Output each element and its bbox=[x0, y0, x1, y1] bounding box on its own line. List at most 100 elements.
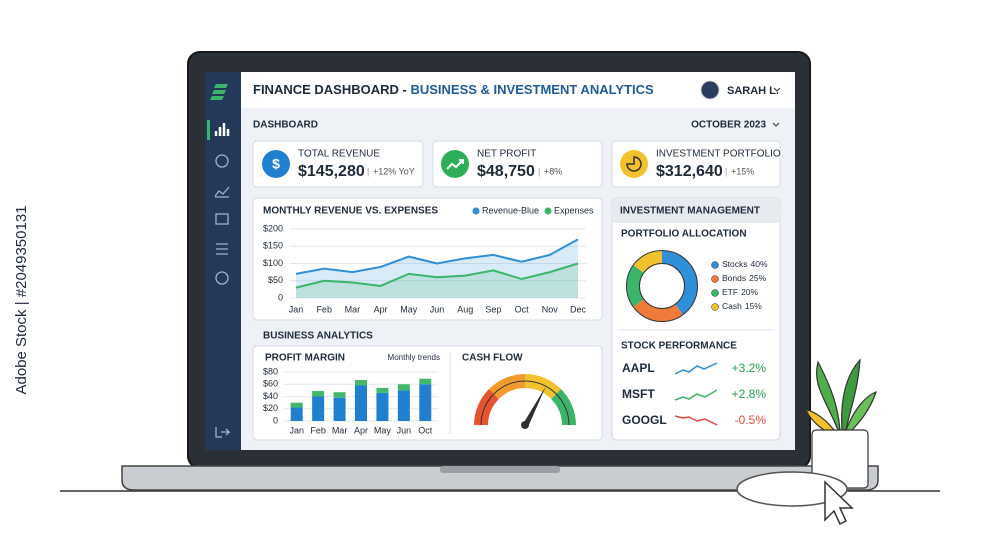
legend-swatch bbox=[544, 207, 552, 215]
bar bbox=[333, 392, 346, 398]
nav-icon bbox=[214, 123, 230, 136]
gauge-needle bbox=[523, 386, 546, 427]
bar bbox=[333, 397, 346, 421]
kpi-cards bbox=[252, 140, 781, 188]
x-tick-label: Oct bbox=[515, 304, 530, 314]
y-tick-label: $80 bbox=[263, 366, 278, 376]
kpi-changes: | +12% YoY | +8% | +15% bbox=[367, 166, 754, 176]
bar bbox=[312, 396, 325, 421]
stock-change: -0.5% bbox=[735, 413, 767, 427]
laptop-base bbox=[121, 465, 879, 491]
nav-icons bbox=[214, 154, 231, 438]
plant bbox=[805, 358, 877, 489]
stocks: AAPL +3.2% MSFT +2.8% GOOGL -0.5% bbox=[622, 361, 766, 427]
chart-title: PORTFOLIO ALLOCATION bbox=[621, 229, 747, 240]
header-title: FINANCE DASHBOARD - BUSINESS & INVESTMEN… bbox=[253, 82, 654, 97]
area bbox=[296, 263, 578, 298]
user-name[interactable]: SARAH L. bbox=[727, 85, 779, 97]
x-tick-label: Jun bbox=[397, 425, 412, 435]
kpi-values: $145,280 $48,750 $312,640 bbox=[298, 163, 723, 180]
logo bbox=[210, 84, 228, 100]
legend-label: ETF 20% bbox=[722, 287, 759, 297]
legend-swatch bbox=[711, 261, 719, 269]
stock-change: +2.8% bbox=[732, 387, 767, 401]
bar bbox=[290, 407, 303, 421]
x-tick-label: Apr bbox=[354, 425, 368, 435]
x-tick-label: Dec bbox=[570, 304, 587, 314]
legend-swatch bbox=[711, 275, 719, 283]
kpi-icon bbox=[441, 150, 469, 178]
x-tick-label: May bbox=[374, 425, 392, 435]
line bbox=[295, 238, 579, 275]
title: FINANCE DASHBOARD - bbox=[253, 82, 410, 97]
ticker: GOOGL bbox=[622, 413, 667, 427]
section-title: INVESTMENT MANAGEMENT bbox=[620, 206, 760, 217]
bar bbox=[355, 379, 367, 386]
kpi-label: INVESTMENT PORTFOLIO bbox=[656, 149, 781, 160]
chevron bbox=[772, 122, 780, 127]
kpi-label: TOTAL REVENUE bbox=[298, 149, 380, 160]
section-title: BUSINESS ANALYTICS bbox=[263, 331, 373, 342]
legend-value: 15% bbox=[745, 301, 762, 311]
section-title: DASHBOARD bbox=[253, 120, 318, 131]
avatar[interactable] bbox=[700, 80, 720, 100]
x-tick-label: Mar bbox=[332, 425, 348, 435]
bar bbox=[355, 385, 367, 421]
period[interactable]: OCTOBER 2023 bbox=[691, 120, 766, 131]
kpi-icon-glyph bbox=[626, 156, 642, 172]
separator: | bbox=[725, 166, 727, 176]
y-tick-label: 0 bbox=[273, 415, 278, 425]
kpi-label: NET PROFIT bbox=[477, 149, 536, 160]
x-tick-label: Oct bbox=[418, 425, 433, 435]
bar bbox=[419, 378, 432, 385]
donut-outline bbox=[626, 250, 698, 322]
gauge-outline bbox=[480, 380, 570, 426]
section-title: STOCK PERFORMANCE bbox=[621, 341, 737, 352]
kpi-change: +8% bbox=[544, 166, 562, 176]
y-tick-label: $20 bbox=[263, 403, 278, 413]
bar bbox=[397, 390, 410, 421]
mouse bbox=[736, 471, 848, 507]
legend-category: ETF bbox=[722, 287, 738, 297]
x-tick-label: Sep bbox=[485, 304, 501, 314]
sparkline bbox=[674, 415, 718, 426]
x-tick-label: Mar bbox=[345, 304, 361, 314]
legend-value: 20% bbox=[741, 287, 758, 297]
cursor bbox=[824, 480, 854, 526]
separator: | bbox=[538, 166, 540, 176]
ticker: AAPL bbox=[622, 361, 655, 375]
legend-label: Revenue-Blue bbox=[482, 205, 539, 215]
donut-slice bbox=[633, 298, 683, 322]
kpi-value: $312,640 bbox=[656, 163, 723, 180]
x-tick-label: Aug bbox=[457, 304, 473, 314]
kpi-labels: TOTAL REVENUE NET PROFIT INVESTMENT PORT… bbox=[298, 149, 781, 160]
legend-category: Bonds bbox=[722, 273, 746, 283]
kpi-icon-glyph: $ bbox=[272, 156, 280, 172]
x-tick-label: May bbox=[400, 304, 418, 314]
kpi-change: +12% YoY bbox=[373, 166, 415, 176]
y-tick-label: $150 bbox=[263, 241, 283, 251]
stock-change: +3.2% bbox=[732, 361, 767, 375]
chart-title: PROFIT MARGIN bbox=[265, 353, 345, 364]
legend-value: 40% bbox=[751, 259, 768, 269]
x-tick-label: Nov bbox=[542, 304, 559, 314]
subtitle: BUSINESS & INVESTMENT ANALYTICS bbox=[410, 82, 654, 97]
x-tick-label: Apr bbox=[374, 304, 388, 314]
active-marker bbox=[207, 120, 210, 140]
y-tick-label: $60 bbox=[263, 379, 278, 389]
sparkline bbox=[674, 389, 718, 401]
legend-swatch bbox=[472, 207, 480, 215]
bar bbox=[397, 384, 410, 391]
legend-swatch bbox=[711, 289, 719, 297]
sparkline bbox=[674, 362, 718, 375]
y-tick-label: $200 bbox=[263, 223, 283, 233]
donut-outline bbox=[639, 263, 685, 309]
kpi-value: $48,750 bbox=[477, 163, 535, 180]
x-tick-label: Jan bbox=[289, 425, 304, 435]
legend-swatch bbox=[711, 303, 719, 311]
watermark: Adobe Stock | #2049350131 bbox=[13, 205, 30, 394]
chart-subtitle: Monthly trends bbox=[388, 353, 440, 362]
legend-category: Stocks bbox=[722, 259, 748, 269]
gauge-hub bbox=[521, 421, 529, 429]
